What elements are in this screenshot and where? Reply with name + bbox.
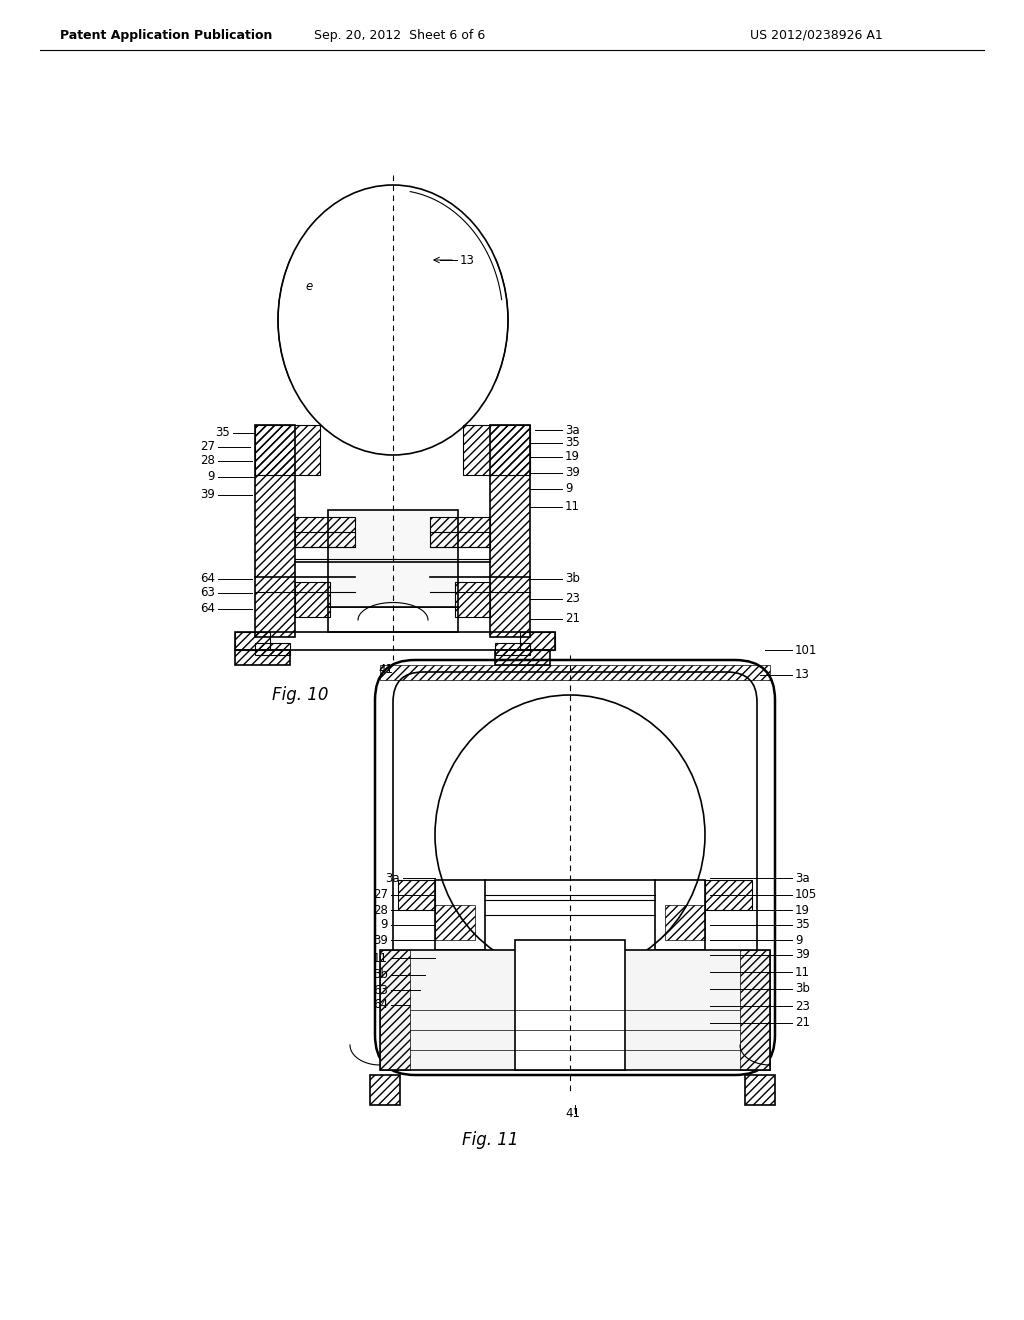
- Text: 11: 11: [373, 952, 388, 965]
- Text: Patent Application Publication: Patent Application Publication: [60, 29, 272, 41]
- Bar: [380, 950, 410, 1071]
- Text: 41: 41: [565, 1107, 580, 1119]
- Text: US 2012/0238926 A1: US 2012/0238926 A1: [750, 29, 883, 41]
- Bar: [745, 1074, 775, 1105]
- Bar: [455, 582, 490, 616]
- Text: 19: 19: [795, 903, 810, 916]
- Text: 39: 39: [200, 488, 215, 502]
- Text: 3a: 3a: [795, 871, 810, 884]
- Bar: [463, 425, 530, 475]
- Text: 27: 27: [200, 441, 215, 454]
- Text: Sep. 20, 2012  Sheet 6 of 6: Sep. 20, 2012 Sheet 6 of 6: [314, 29, 485, 41]
- Bar: [430, 517, 490, 546]
- Text: 3b: 3b: [795, 982, 810, 995]
- Bar: [295, 517, 355, 546]
- Text: 64: 64: [373, 998, 388, 1011]
- Bar: [655, 880, 705, 950]
- Text: 63: 63: [373, 983, 388, 997]
- Bar: [380, 665, 770, 680]
- Text: 23: 23: [795, 999, 810, 1012]
- Text: Fig. 10: Fig. 10: [271, 686, 329, 704]
- Bar: [255, 425, 319, 475]
- Text: e: e: [305, 280, 312, 293]
- Text: 3a: 3a: [565, 424, 580, 437]
- Bar: [490, 425, 530, 638]
- Text: 21: 21: [795, 1016, 810, 1030]
- Text: 3b: 3b: [373, 969, 388, 982]
- Text: 11: 11: [795, 965, 810, 978]
- Text: 13: 13: [795, 668, 810, 681]
- Text: 35: 35: [795, 919, 810, 932]
- Bar: [495, 649, 550, 665]
- Text: 35: 35: [215, 426, 230, 440]
- Text: 3a: 3a: [385, 871, 400, 884]
- Bar: [234, 632, 555, 649]
- Bar: [255, 425, 295, 638]
- Bar: [295, 582, 330, 616]
- Text: Fig. 11: Fig. 11: [462, 1131, 518, 1148]
- Text: 28: 28: [373, 903, 388, 916]
- Bar: [435, 906, 475, 940]
- Text: 64: 64: [200, 602, 215, 615]
- Text: 13: 13: [460, 253, 475, 267]
- Text: 19: 19: [565, 450, 580, 463]
- Bar: [328, 607, 458, 632]
- Bar: [370, 1074, 400, 1105]
- Text: 21: 21: [565, 612, 580, 626]
- Text: 39: 39: [565, 466, 580, 479]
- Text: 63: 63: [200, 586, 215, 599]
- Text: 28: 28: [200, 454, 215, 467]
- Bar: [234, 632, 270, 649]
- Bar: [515, 940, 625, 1071]
- Text: 9: 9: [208, 470, 215, 483]
- Bar: [665, 906, 705, 940]
- Text: 105: 105: [795, 888, 817, 902]
- Text: 64: 64: [200, 573, 215, 586]
- Text: 41: 41: [378, 663, 393, 676]
- Bar: [380, 950, 770, 1071]
- Bar: [234, 649, 290, 665]
- Bar: [435, 880, 485, 950]
- Bar: [740, 950, 770, 1071]
- Text: 9: 9: [381, 919, 388, 932]
- Bar: [255, 643, 290, 655]
- Text: 39: 39: [795, 949, 810, 961]
- Text: 11: 11: [565, 500, 580, 513]
- Bar: [328, 510, 458, 607]
- Text: 27: 27: [373, 888, 388, 902]
- Text: 101: 101: [795, 644, 817, 656]
- Text: 35: 35: [565, 437, 580, 450]
- Text: 39: 39: [373, 933, 388, 946]
- Text: 9: 9: [795, 933, 803, 946]
- Bar: [398, 880, 435, 909]
- Text: 23: 23: [565, 593, 580, 606]
- Bar: [705, 880, 752, 909]
- Text: 3b: 3b: [565, 573, 580, 586]
- Bar: [495, 643, 530, 655]
- Bar: [520, 632, 555, 649]
- Text: 9: 9: [565, 483, 572, 495]
